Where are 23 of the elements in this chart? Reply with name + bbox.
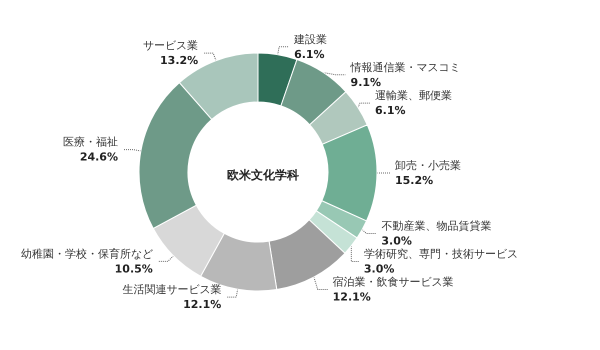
slice-label: 学術研究、専門・技術サービス bbox=[364, 247, 518, 260]
data-label: 9.1% bbox=[350, 76, 382, 89]
slice-label: 医療・福祉 bbox=[62, 136, 118, 149]
slice-label: 不動産業、物品賃貸業 bbox=[381, 219, 492, 232]
data-label: 24.6% bbox=[80, 150, 118, 164]
text: 欧米文化学科 bbox=[227, 168, 299, 182]
slice-label: 幼稚園・学校・保育所など bbox=[20, 247, 153, 260]
data-label: 13.2% bbox=[160, 54, 198, 68]
slice-label: 運輸業、郵便業 bbox=[375, 89, 452, 102]
slice-label: 卸売・小売業 bbox=[394, 159, 461, 172]
data-label: 12.1% bbox=[332, 290, 371, 304]
data-label: 15.2% bbox=[394, 174, 434, 188]
slice-label: 建設業 bbox=[293, 32, 328, 46]
slice-label: 宿泊業・飲食サービス業 bbox=[332, 275, 454, 288]
data-label: 6.1% bbox=[375, 104, 406, 118]
data-label: 10.5% bbox=[114, 262, 153, 276]
data-label: 3.0% bbox=[364, 262, 394, 276]
data-label: 3.0% bbox=[381, 234, 412, 248]
slice-label: 生活関連サービス業 bbox=[122, 283, 222, 296]
slice-label: 情報通信業・マスコミ bbox=[350, 60, 461, 74]
slice-label: サービス業 bbox=[143, 39, 198, 52]
data-label: 12.1% bbox=[183, 298, 222, 312]
data-label: 6.1% bbox=[294, 48, 325, 61]
